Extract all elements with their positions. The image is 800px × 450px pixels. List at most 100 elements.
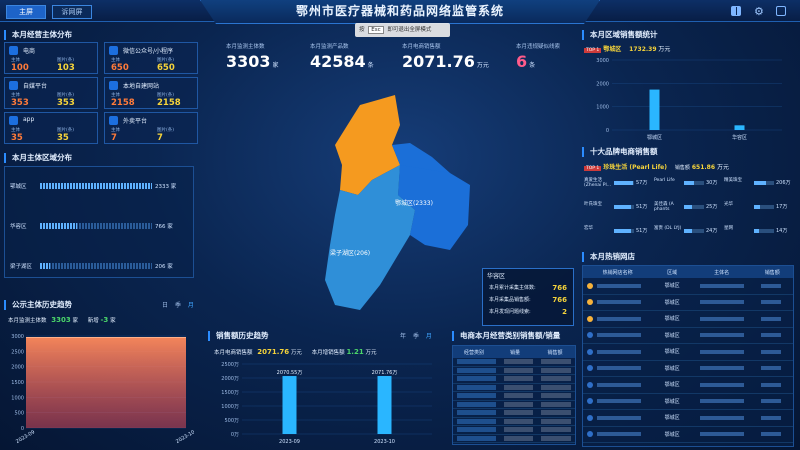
top-value: 1732.39 bbox=[629, 46, 657, 53]
region-map[interactable]: 鄂城区(2333) 梁子湖区(206) bbox=[300, 85, 500, 315]
brand-bar bbox=[684, 205, 693, 209]
sales-bar bbox=[377, 375, 392, 434]
map-label-liangzihu: 梁子湖区(206) bbox=[330, 249, 370, 257]
category-row[interactable] bbox=[453, 435, 575, 443]
shop-entity-cell bbox=[692, 316, 751, 321]
shop-name-placeholder bbox=[597, 432, 641, 437]
distribution-card[interactable]: 自媒平台 主体 图片(条) 353 353 bbox=[4, 77, 98, 109]
category-cell-sales bbox=[541, 384, 571, 390]
y-tick-label: 1500万 bbox=[221, 390, 239, 396]
category-col-volume: 销量 bbox=[509, 349, 520, 356]
map-region-north[interactable] bbox=[335, 95, 400, 195]
card-key-images: 图片(条) bbox=[57, 58, 75, 63]
brand-bar bbox=[614, 205, 631, 209]
card-value-entity: 7 bbox=[111, 133, 117, 143]
shop-row[interactable]: 鄂城区 bbox=[583, 311, 793, 328]
rank-icon bbox=[587, 398, 593, 405]
shop-name-placeholder bbox=[597, 415, 641, 420]
tab-season[interactable]: 季 bbox=[174, 302, 181, 309]
card-value-images: 353 bbox=[57, 98, 75, 108]
shop-row[interactable]: 鄂城区 bbox=[583, 427, 793, 443]
card-name: 微信公众号/小程序 bbox=[123, 48, 174, 55]
shop-row[interactable]: 鄂城区 bbox=[583, 295, 793, 311]
brand-name: 美佳森 (A phants bbox=[654, 202, 674, 212]
shop-row[interactable]: 鄂城区 bbox=[583, 278, 793, 295]
card-key-images: 图片(条) bbox=[157, 58, 175, 63]
distribution-card[interactable]: 本地自建网站 主体 图片(条) 2158 2158 bbox=[104, 77, 198, 109]
distribution-card[interactable]: 微信公众号/小程序 主体 图片(条) 650 650 bbox=[104, 42, 198, 74]
trend-summary: 本月监测主体数 3303 家 新增 -3 家 bbox=[8, 316, 116, 324]
card-key-entity: 主体 bbox=[11, 93, 20, 98]
category-cell-type bbox=[457, 418, 496, 424]
shop-region: 鄂城区 bbox=[664, 431, 680, 438]
category-row[interactable] bbox=[453, 392, 575, 401]
category-cell-type bbox=[457, 367, 496, 373]
category-row[interactable] bbox=[453, 375, 575, 384]
card-value-images: 35 bbox=[57, 133, 69, 143]
gear-icon[interactable]: ⚙ bbox=[754, 5, 764, 18]
tab-month[interactable]: 月 bbox=[187, 302, 194, 309]
category-row[interactable] bbox=[453, 367, 575, 375]
map-region-liangzihu[interactable] bbox=[325, 165, 415, 310]
tab-main[interactable]: 主屏 bbox=[6, 5, 46, 19]
category-row[interactable] bbox=[453, 358, 575, 367]
shop-row[interactable]: 鄂城区 bbox=[583, 377, 793, 394]
grid-icon[interactable] bbox=[731, 6, 741, 16]
trend-total-label: 本月监测主体数 bbox=[8, 318, 47, 324]
top-unit: 万元 bbox=[658, 46, 671, 53]
brand-value: 14万 bbox=[776, 228, 788, 234]
category-cell-sales bbox=[541, 427, 571, 433]
distribution-title: 本月经营主体分布 bbox=[4, 30, 72, 40]
map-label-ecity: 鄂城区(2333) bbox=[395, 199, 433, 207]
distribution-card[interactable]: 电商 主体 图片(条) 100 103 bbox=[4, 42, 98, 74]
tab-complaint[interactable]: 诉网屏 bbox=[52, 5, 92, 19]
x-tick-label: 2023-10 bbox=[374, 439, 395, 445]
shop-sales-cell bbox=[751, 349, 793, 354]
shop-row[interactable]: 鄂城区 bbox=[583, 410, 793, 427]
sales-sum-value: 2071.76 bbox=[257, 348, 290, 356]
brand-bar bbox=[684, 229, 692, 233]
trend-total-value: 3303 bbox=[51, 316, 71, 324]
top-region: 鄂城区 bbox=[603, 46, 622, 53]
category-row[interactable] bbox=[453, 409, 575, 418]
shop-name-placeholder bbox=[597, 349, 641, 354]
shop-name-cell bbox=[583, 381, 652, 388]
brand-name: 精美珠宝 bbox=[724, 178, 742, 183]
category-row[interactable] bbox=[453, 384, 575, 392]
category-row[interactable] bbox=[453, 426, 575, 435]
brand-bar-track bbox=[684, 205, 704, 209]
tab-month-sales[interactable]: 月 bbox=[425, 333, 432, 340]
brand-name: 宏华 bbox=[584, 226, 593, 231]
sales-growth-unit: 万元 bbox=[365, 350, 377, 356]
shop-sales-placeholder bbox=[761, 399, 782, 404]
category-title: 电商本月经营类别销售额/销量 bbox=[452, 331, 560, 341]
shop-row[interactable]: 鄂城区 bbox=[583, 361, 793, 377]
tab-quarter[interactable]: 季 bbox=[412, 333, 419, 340]
distribution-card[interactable]: app 主体 图片(条) 35 35 bbox=[4, 112, 98, 144]
category-cell-volume bbox=[503, 384, 534, 390]
card-name: 本地自建网站 bbox=[123, 83, 160, 90]
card-value-entity: 650 bbox=[111, 63, 129, 73]
shop-name-cell bbox=[583, 315, 652, 322]
shop-entity-placeholder bbox=[699, 333, 744, 338]
shops-col-sales: 销售额 bbox=[764, 269, 780, 276]
shop-region: 鄂城区 bbox=[664, 283, 680, 290]
card-key-images: 图片(条) bbox=[57, 128, 75, 133]
tab-year[interactable]: 年 bbox=[400, 333, 407, 340]
y-tick-label: 2000万 bbox=[221, 376, 239, 382]
fullscreen-icon[interactable] bbox=[776, 6, 786, 16]
shop-row[interactable]: 鄂城区 bbox=[583, 344, 793, 361]
hint-suffix: 即可退出全屏模式 bbox=[387, 27, 432, 33]
tab-day[interactable]: 日 bbox=[162, 302, 169, 309]
shop-row[interactable]: 鄂城区 bbox=[583, 394, 793, 410]
distribution-card[interactable]: 外卖平台 主体 图片(条) 7 7 bbox=[104, 112, 198, 144]
category-row[interactable] bbox=[453, 401, 575, 409]
shop-row[interactable]: 鄂城区 bbox=[583, 328, 793, 344]
shop-region: 鄂城区 bbox=[664, 415, 680, 422]
category-row[interactable] bbox=[453, 418, 575, 426]
y-tick-label: 0 bbox=[21, 426, 24, 432]
map-region-ecity[interactable] bbox=[398, 160, 470, 250]
map-region-east[interactable] bbox=[392, 143, 450, 173]
shop-entity-placeholder bbox=[699, 415, 744, 420]
brand-bar bbox=[754, 229, 759, 233]
